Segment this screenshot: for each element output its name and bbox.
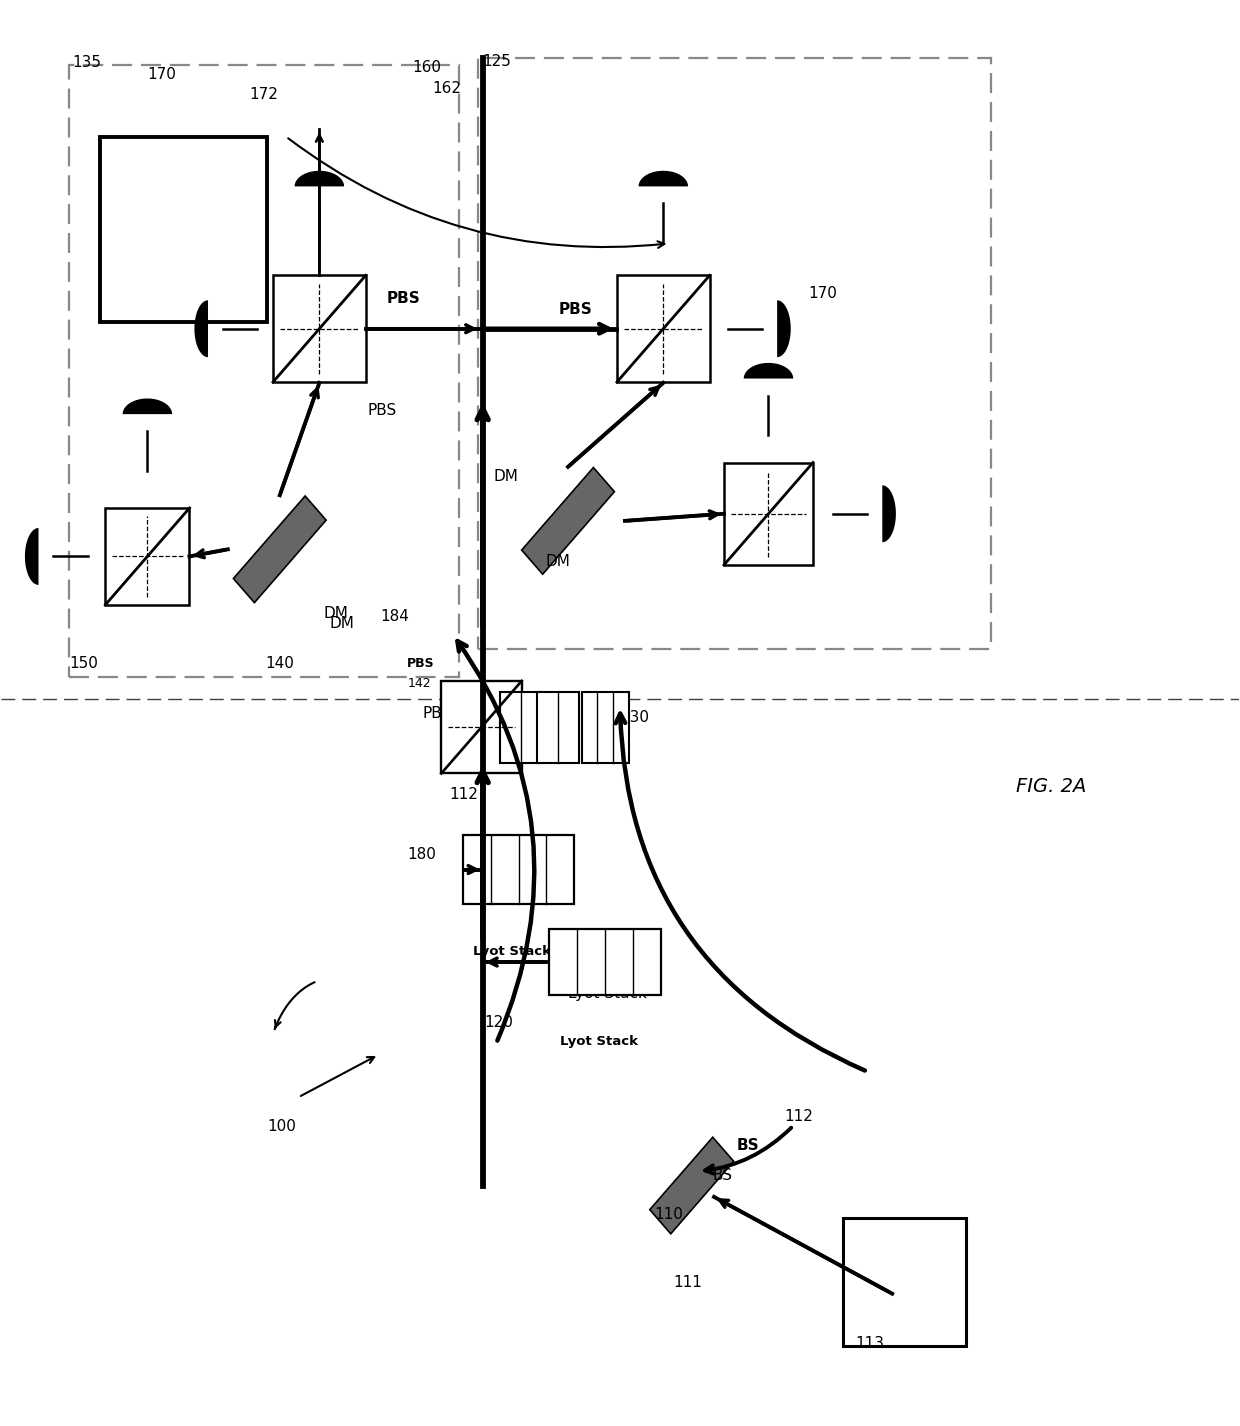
Bar: [843, 1218, 966, 1346]
Text: 111: 111: [538, 710, 567, 726]
Text: 112: 112: [785, 1108, 813, 1124]
Text: 112: 112: [449, 787, 479, 801]
Text: PBS: PBS: [386, 291, 420, 307]
Text: 100: 100: [268, 1118, 296, 1134]
Bar: [105, 508, 190, 605]
Bar: [522, 468, 614, 575]
Bar: [537, 692, 579, 763]
Text: 170: 170: [808, 287, 837, 301]
Polygon shape: [195, 301, 208, 356]
Text: 162: 162: [432, 81, 461, 96]
Text: 125: 125: [482, 54, 512, 68]
Text: 150: 150: [69, 656, 98, 672]
Bar: [549, 930, 661, 995]
Text: 183: 183: [510, 744, 539, 759]
Text: 110: 110: [655, 1206, 683, 1222]
Text: 142: 142: [407, 677, 430, 690]
Text: DM: DM: [324, 606, 348, 622]
Text: 152: 152: [538, 744, 567, 759]
Bar: [618, 275, 709, 382]
Text: BS: BS: [713, 1168, 733, 1184]
Text: 130: 130: [620, 710, 649, 726]
Bar: [100, 137, 268, 322]
Text: 180: 180: [407, 847, 436, 861]
Bar: [69, 66, 459, 677]
Text: DM: DM: [330, 616, 355, 630]
Text: Lyot Stack: Lyot Stack: [568, 987, 647, 1001]
Bar: [477, 58, 991, 649]
Text: 140: 140: [265, 656, 294, 672]
Text: PBS: PBS: [422, 706, 451, 722]
Text: Lyot Stack: Lyot Stack: [560, 1035, 637, 1048]
Text: 142: 142: [440, 724, 470, 740]
Polygon shape: [295, 171, 343, 187]
Polygon shape: [639, 171, 688, 187]
Text: 111: 111: [673, 1275, 702, 1291]
Bar: [233, 496, 326, 603]
Text: 170: 170: [148, 67, 176, 81]
Text: Lyot Stack: Lyot Stack: [465, 876, 544, 890]
Text: FIG. 2A: FIG. 2A: [1016, 777, 1086, 796]
Text: PBS: PBS: [367, 402, 397, 418]
Bar: [500, 692, 542, 763]
Text: DM: DM: [546, 553, 570, 569]
Bar: [650, 1137, 734, 1233]
Text: 181: 181: [518, 844, 547, 858]
Bar: [463, 836, 574, 904]
Bar: [724, 462, 813, 565]
Text: 182: 182: [618, 930, 646, 944]
Text: PBS: PBS: [407, 657, 435, 670]
Text: PBS: PBS: [558, 302, 591, 318]
Polygon shape: [123, 398, 172, 414]
Text: Lyot Stack: Lyot Stack: [474, 945, 552, 958]
Text: 160: 160: [412, 60, 441, 74]
Bar: [582, 692, 629, 763]
Polygon shape: [25, 528, 38, 585]
Text: 113: 113: [856, 1336, 884, 1352]
Text: 172: 172: [249, 87, 278, 101]
Bar: [441, 682, 522, 773]
Text: 184: 184: [379, 609, 409, 625]
Text: BS: BS: [737, 1138, 759, 1154]
Text: DM: DM: [494, 469, 518, 483]
Text: 120: 120: [484, 1015, 513, 1030]
Text: 135: 135: [72, 56, 100, 70]
Polygon shape: [744, 362, 794, 378]
Polygon shape: [883, 485, 895, 542]
Polygon shape: [777, 301, 791, 356]
Bar: [273, 275, 366, 382]
